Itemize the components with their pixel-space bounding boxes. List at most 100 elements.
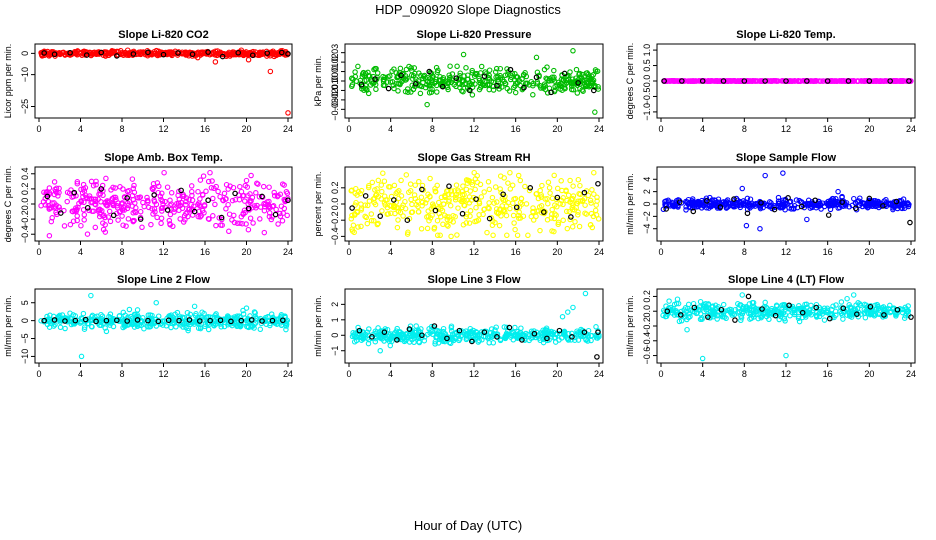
data-point	[740, 306, 747, 312]
data-point	[906, 201, 912, 208]
data-point	[212, 48, 219, 54]
reference-point	[481, 73, 488, 80]
data-point	[99, 313, 106, 319]
data-point	[469, 70, 476, 76]
data-point	[137, 208, 144, 215]
data-point	[417, 90, 424, 97]
reference-point	[280, 317, 286, 324]
outlier-point	[835, 188, 841, 195]
data-point	[507, 186, 514, 192]
data-point	[196, 200, 202, 206]
data-point	[497, 65, 504, 72]
data-point	[244, 323, 250, 330]
data-point	[576, 191, 582, 197]
data-point	[574, 90, 581, 96]
reference-point	[554, 194, 561, 201]
data-point	[284, 212, 290, 219]
plot-frame	[344, 43, 604, 119]
data-point	[353, 337, 360, 344]
data-point	[373, 86, 379, 93]
data-point	[210, 213, 216, 219]
data-point	[409, 337, 415, 343]
data-point	[84, 231, 91, 237]
data-point	[851, 195, 857, 202]
data-point	[577, 331, 583, 338]
data-point	[398, 177, 404, 184]
data-point	[199, 309, 205, 315]
reference-point	[531, 330, 538, 337]
data-point	[219, 50, 226, 57]
reference-point	[160, 51, 167, 58]
data-point	[193, 311, 199, 317]
data-point	[88, 178, 95, 185]
data-point	[394, 224, 401, 231]
outlier-point	[762, 172, 768, 179]
data-point	[427, 69, 434, 76]
data-point	[433, 64, 440, 71]
data-point	[591, 169, 597, 176]
data-point	[220, 197, 227, 204]
data-point	[81, 324, 88, 330]
y-tick-label: 0.2	[330, 182, 340, 195]
outlier-point	[88, 292, 94, 299]
data-point	[418, 194, 425, 201]
y-axis-label: degrees C per min.	[625, 43, 635, 120]
data-point	[360, 336, 366, 342]
data-point	[152, 209, 158, 215]
data-point	[185, 327, 191, 334]
data-point	[81, 326, 88, 332]
data-point	[209, 178, 215, 184]
data-point	[512, 71, 518, 77]
data-point	[585, 332, 591, 339]
data-point	[378, 334, 384, 341]
data-point	[674, 296, 681, 302]
data-point	[486, 67, 493, 73]
data-point	[530, 209, 536, 216]
data-point	[572, 219, 578, 225]
data-point	[705, 78, 711, 84]
data-point	[447, 217, 453, 224]
data-point	[434, 89, 440, 95]
data-point	[501, 175, 507, 181]
data-point	[469, 181, 476, 188]
reference-point	[175, 50, 181, 56]
reference-point	[759, 306, 765, 312]
reference-point	[385, 85, 392, 92]
data-point	[111, 48, 117, 55]
data-point	[350, 330, 356, 336]
data-point	[552, 87, 558, 93]
reference-point	[456, 327, 463, 334]
data-point	[463, 65, 469, 71]
panel-title: Slope Sample Flow	[736, 152, 837, 164]
y-tick-label: 0.5	[642, 59, 652, 72]
data-point	[901, 205, 908, 211]
data-point	[825, 198, 831, 205]
data-point	[349, 81, 356, 88]
data-point	[161, 169, 167, 176]
data-point	[437, 74, 443, 80]
reference-point	[165, 317, 172, 324]
data-point	[149, 185, 156, 192]
y-axis-label: ml/min per min.	[3, 295, 13, 357]
data-point	[362, 202, 369, 208]
x-tick-label: 4	[700, 247, 705, 257]
data-point	[851, 78, 857, 84]
data-point	[393, 328, 400, 334]
reference-point	[866, 195, 873, 202]
data-point	[91, 196, 97, 203]
data-point	[429, 328, 436, 335]
data-point	[708, 310, 715, 317]
data-point	[51, 179, 58, 185]
reference-point	[718, 306, 725, 313]
outlier-point	[570, 304, 576, 311]
reference-point	[825, 212, 832, 218]
data-point	[67, 310, 73, 316]
outlier-point	[46, 232, 53, 239]
x-tick-label: 0	[658, 369, 663, 379]
data-point	[62, 315, 69, 321]
data-point	[722, 202, 728, 208]
reference-point	[568, 214, 574, 220]
data-point	[83, 194, 90, 201]
data-point	[89, 313, 95, 320]
